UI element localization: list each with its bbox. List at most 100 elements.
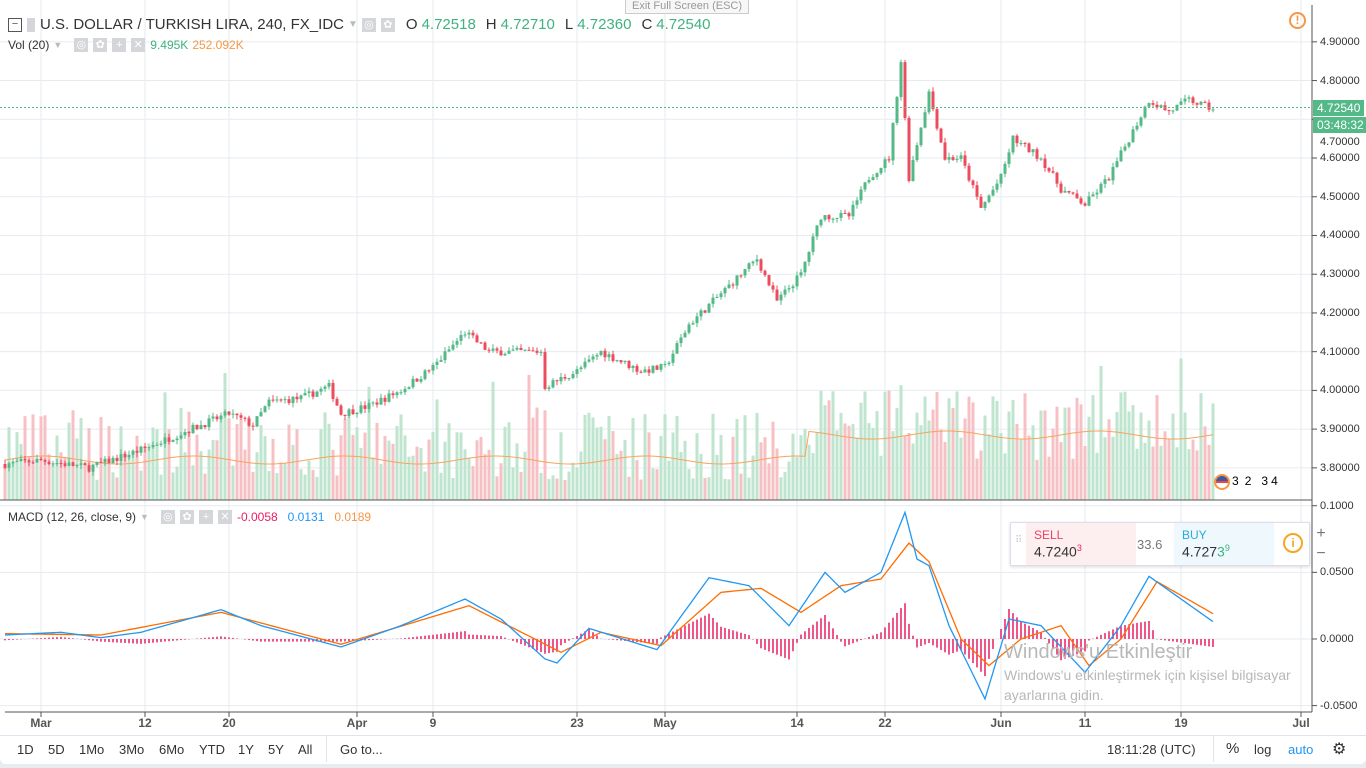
candle-body [343, 414, 347, 416]
volume-bar [171, 472, 175, 500]
event-count[interactable]: 3 [1232, 474, 1239, 488]
candle-body [391, 393, 395, 396]
log-toggle[interactable]: log [1254, 742, 1272, 757]
volume-bar [219, 418, 223, 500]
candle-body [75, 464, 79, 466]
volume-bar [19, 444, 23, 500]
candle-body [1135, 125, 1139, 130]
candle-body [843, 212, 847, 214]
plus-icon[interactable]: + [112, 38, 127, 52]
candle-body [195, 424, 199, 430]
event-count[interactable]: 3 [1261, 474, 1269, 488]
settings-gear-icon[interactable]: ⚙ [1332, 741, 1347, 758]
candle-body [1159, 105, 1163, 108]
candle-body [139, 446, 143, 453]
volume-bar [615, 454, 619, 500]
candle-body [275, 399, 279, 401]
candle-body [411, 378, 415, 388]
candle-body [407, 387, 411, 389]
buy-button[interactable]: BUY 4.72739 [1174, 523, 1274, 565]
volume-bar [915, 412, 919, 500]
event-flag-icon[interactable] [1214, 474, 1230, 490]
volume-bar [675, 415, 679, 500]
candle-body [487, 349, 491, 351]
zoom-out-icon[interactable]: − [1316, 545, 1326, 562]
candle-body [475, 335, 479, 343]
info-icon[interactable]: i [1283, 533, 1303, 553]
candle-body [147, 447, 151, 449]
volume-bar [331, 449, 335, 500]
close-icon[interactable]: ✕ [217, 510, 232, 524]
range-3mo[interactable]: 3Mo [119, 742, 145, 757]
gear-icon[interactable]: ✿ [179, 510, 194, 524]
volume-bar [71, 410, 75, 500]
range-all[interactable]: All [298, 742, 313, 757]
candle-body [499, 350, 503, 356]
volume-bar [1051, 428, 1055, 500]
volume-bar [1067, 407, 1071, 500]
candle-body [383, 397, 387, 402]
candle-body [319, 388, 323, 392]
candle-body [455, 340, 459, 345]
candle-body [99, 462, 103, 464]
gear-icon[interactable]: ✿ [93, 38, 108, 52]
eye-icon[interactable]: ◎ [160, 510, 175, 524]
percent-toggle[interactable]: % [1226, 740, 1240, 757]
candle-body [483, 342, 487, 350]
candle-body [1019, 143, 1023, 145]
economic-events[interactable]: 3 2 3 4 [1214, 474, 1278, 490]
macd-histogram [4, 603, 1214, 677]
close-icon[interactable]: ✕ [131, 38, 146, 52]
candle-body [287, 399, 291, 404]
candle-body [987, 195, 991, 202]
range-1y[interactable]: 1Y [238, 742, 254, 757]
volume-bar [963, 418, 967, 500]
candle-body [787, 288, 791, 290]
candle-body [559, 377, 563, 382]
candle-body [59, 463, 63, 465]
candle-body [671, 353, 675, 363]
eye-icon[interactable]: ◎ [74, 38, 89, 52]
event-count[interactable]: 4 [1271, 474, 1278, 488]
volume-bar [879, 455, 883, 500]
candle-body [659, 364, 663, 370]
range-ytd[interactable]: YTD [199, 742, 225, 757]
volume-bar [451, 478, 455, 500]
macd-line [4, 510, 1214, 701]
hide-icon[interactable] [27, 17, 35, 32]
volume-bar [1163, 431, 1167, 500]
volume-bar [1059, 442, 1063, 500]
volume-bar [1183, 412, 1187, 500]
zoom-in-icon[interactable]: + [1316, 525, 1326, 542]
volume-label[interactable]: Vol (20) [8, 38, 50, 52]
buy-price-fraction: 9 [1224, 543, 1230, 553]
symbol-title[interactable]: U.S. DOLLAR / TURKISH LIRA, 240, FX_IDC [40, 16, 344, 33]
alert-icon[interactable]: ! [1289, 12, 1306, 29]
chevron-down-icon[interactable]: ▼ [53, 40, 63, 50]
range-6mo[interactable]: 6Mo [159, 742, 185, 757]
macd-label[interactable]: MACD (12, 26, close, 9) [8, 510, 137, 524]
volume-bar [591, 417, 595, 500]
sell-button[interactable]: SELL 4.72403 [1026, 523, 1136, 565]
volume-bar [899, 385, 903, 500]
candle-body [1199, 101, 1203, 105]
exit-fullscreen-tooltip: Exit Full Screen (ESC) [625, 0, 749, 14]
collapse-icon[interactable]: − [8, 17, 22, 32]
chevron-down-icon[interactable]: ▼ [140, 512, 149, 522]
countdown-label: 03:48:32 [1313, 117, 1366, 133]
go-to-button[interactable]: Go to... [340, 742, 383, 757]
auto-toggle[interactable]: auto [1288, 742, 1314, 757]
chevron-down-icon[interactable]: ▼ [347, 19, 358, 30]
range-5d[interactable]: 5D [48, 742, 65, 757]
range-5y[interactable]: 5Y [268, 742, 284, 757]
range-1d[interactable]: 1D [17, 742, 34, 757]
candle-body [1079, 198, 1083, 204]
event-count[interactable]: 2 [1244, 474, 1252, 488]
gear-icon[interactable]: ✿ [380, 17, 395, 32]
eye-icon[interactable]: ◎ [361, 17, 376, 32]
plus-icon[interactable]: + [198, 510, 213, 524]
activation-watermark-line1: Windows'u etkinleştirmek için kişisel bi… [1004, 667, 1291, 683]
range-1mo[interactable]: 1Mo [79, 742, 105, 757]
drag-handle-icon[interactable]: ⠿ [1015, 535, 1023, 546]
